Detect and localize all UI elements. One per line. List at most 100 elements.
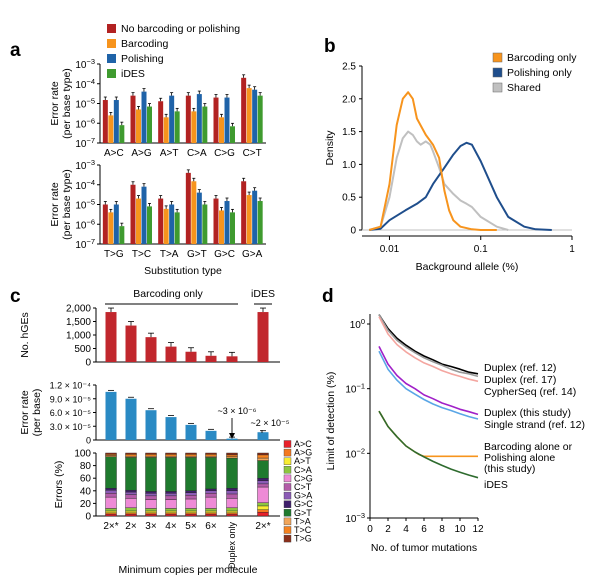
x-tick-label: 4 [403, 524, 409, 535]
panel-letter-d: d [322, 286, 334, 307]
x-axis-label: Substitution type [144, 265, 222, 277]
x-tick-label: 2× [125, 521, 137, 532]
y-tick-label: 10−6 [75, 217, 95, 231]
legend-label: G>C [294, 499, 313, 509]
series-label: Barcoding alone or Polishing alone (this s… [484, 441, 573, 475]
y-axis-label: Error rate(per base type) [49, 169, 73, 240]
bar [119, 125, 125, 143]
stack-segment [226, 488, 238, 491]
x-tick-label: T>A [160, 249, 179, 260]
y-axis-label: Error rate(per base) [19, 389, 43, 437]
y-tick-label: 40 [80, 486, 92, 497]
y-tick-label: 10−1 [345, 382, 365, 396]
panel-a: No barcoding or polishing Barcoding Polish… [49, 23, 266, 277]
stack-segment [165, 454, 177, 457]
legend-swatch [283, 483, 292, 491]
legend-label: A>T [294, 456, 311, 466]
stack-segment [257, 486, 269, 503]
legend-swatch [492, 52, 503, 63]
bar [185, 172, 191, 244]
y-tick-label: 0.5 [342, 193, 356, 204]
bar [252, 89, 258, 143]
stack-segment [125, 491, 137, 495]
stack-segment [205, 513, 217, 517]
stack-segment [226, 454, 238, 457]
legend-swatch [283, 491, 292, 500]
stack-segment [145, 457, 157, 492]
legend-label: C>T [294, 482, 312, 492]
legend-swatch [492, 67, 503, 78]
legend-swatch [107, 69, 116, 78]
y-tick-label: 10−2 [345, 446, 365, 460]
stack-segment [125, 454, 137, 457]
stack-segment [205, 496, 217, 509]
x-tick-label: A>C [104, 148, 124, 159]
y-tick-label: 1,000 [66, 331, 91, 342]
stack-segment [145, 508, 157, 512]
stack-segment [226, 457, 238, 489]
bar [257, 201, 263, 244]
y-tick-label: 0 [85, 358, 91, 369]
legend-swatch [283, 500, 292, 508]
stack-segment [257, 505, 269, 510]
bar [202, 106, 208, 143]
y-tick-label: 2,000 [66, 304, 91, 315]
series-label: Duplex (this study) [484, 407, 571, 419]
x-axis-label: Background allele (%) [416, 261, 519, 273]
stack-segment [105, 510, 117, 514]
stack-segment [125, 457, 137, 491]
x-tick-label: 5× [185, 521, 197, 532]
x-tick-label: 2×* [255, 521, 270, 532]
series-label: Duplex (ref. 12) [484, 362, 556, 374]
y-tick-label: 100 [350, 317, 365, 331]
group-label-ides: iDES [251, 288, 275, 300]
stack-segment [185, 452, 197, 455]
stack-segment [205, 508, 217, 512]
bar [230, 126, 235, 143]
stack-segment [257, 457, 269, 461]
bar [226, 356, 238, 362]
bar [113, 204, 119, 244]
stack-segment [257, 478, 269, 481]
x-tick-label: 2×* [103, 521, 118, 532]
bar [213, 97, 219, 143]
stack-segment [226, 452, 238, 456]
stack-segment [125, 510, 137, 514]
bar [257, 432, 269, 440]
legend-label: T>A [294, 516, 311, 526]
stack-segment [257, 502, 269, 507]
x-tick-label: 2 [385, 524, 391, 535]
y-tick-label: 10−5 [75, 97, 95, 111]
bar [205, 355, 217, 362]
y-tick-label: 10−4 [75, 77, 95, 91]
bar [163, 208, 169, 244]
panel-letter-c: c [10, 286, 21, 307]
legend-swatch [107, 54, 116, 63]
stack-segment [185, 495, 197, 500]
legend-label: Barcoding [121, 38, 168, 50]
x-tick-label: 3× [145, 521, 157, 532]
legend-label: Barcoding only [507, 52, 577, 64]
bar [191, 181, 197, 244]
y-tick-label: 0 [350, 226, 356, 237]
series-line [378, 346, 479, 416]
legend-label: G>A [294, 491, 312, 501]
y-tick-label: 1.2 × 10⁻⁴ [50, 381, 92, 391]
x-tick-label: 6× [205, 521, 217, 532]
stack-segment [165, 513, 177, 517]
stack-segment [185, 457, 197, 492]
legend-swatch [283, 474, 292, 483]
bar [257, 95, 263, 143]
series-line [378, 410, 479, 479]
stack-segment [165, 495, 177, 500]
bar [202, 204, 208, 244]
stack-segment [185, 454, 197, 457]
x-axis-label: No. of tumor mutations [371, 542, 477, 554]
bar [141, 91, 147, 143]
x-tick-label: 0.1 [474, 244, 488, 255]
annotation-arrowhead [229, 433, 235, 439]
stack-segment [185, 498, 197, 509]
stack-segment [257, 460, 269, 479]
y-axis-label: Density [324, 130, 336, 166]
